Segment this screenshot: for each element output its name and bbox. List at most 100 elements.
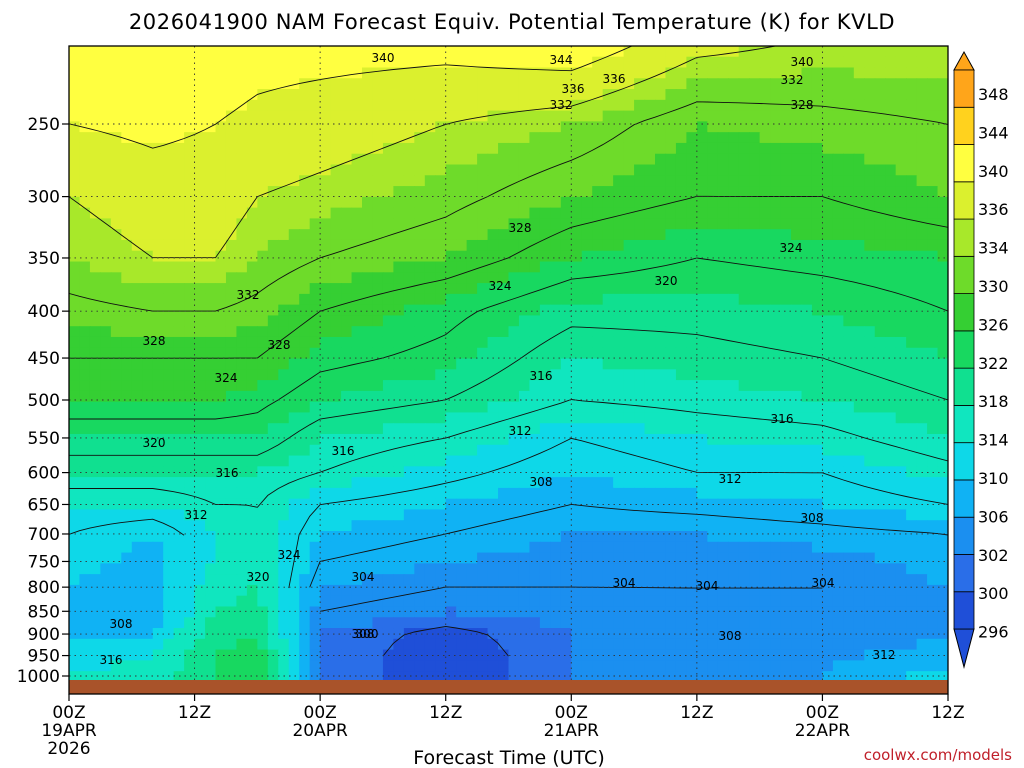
field-cell [267, 455, 279, 467]
field-cell [89, 196, 101, 209]
field-cell [623, 531, 635, 543]
field-cell [780, 132, 792, 144]
field-cell [696, 67, 708, 79]
field-cell [895, 56, 907, 69]
field-cell [445, 250, 457, 263]
field-cell [874, 347, 886, 360]
field-cell [414, 369, 426, 381]
field-cell [749, 46, 761, 47]
field-cell [110, 455, 122, 467]
field-cell [424, 218, 436, 230]
field-cell [205, 261, 217, 273]
field-cell [613, 649, 625, 661]
field-cell [309, 250, 321, 263]
field-cell [811, 487, 824, 500]
field-cell [560, 229, 572, 241]
field-cell [634, 229, 646, 241]
field-cell [853, 444, 865, 457]
field-cell [498, 347, 510, 360]
field-cell [696, 229, 708, 241]
field-cell [832, 606, 844, 618]
field-cell [832, 617, 844, 629]
field-cell [895, 347, 907, 360]
field-cell [362, 110, 374, 122]
field-cell [309, 293, 321, 306]
field-cell [320, 638, 332, 651]
field-cell [853, 326, 865, 338]
field-cell [560, 369, 572, 381]
field-cell [518, 584, 531, 597]
field-cell [110, 520, 122, 532]
field-cell [728, 196, 740, 209]
field-cell [560, 175, 572, 187]
field-cell [382, 487, 394, 500]
field-cell [791, 638, 803, 651]
field-cell [309, 660, 321, 672]
field-cell [843, 412, 855, 424]
field-cell [341, 595, 353, 608]
field-cell [675, 153, 687, 166]
field-cell [550, 46, 562, 58]
field-cell [110, 380, 122, 392]
field-cell [717, 304, 729, 317]
field-cell [864, 56, 876, 69]
field-cell [916, 164, 928, 176]
field-cell [644, 272, 656, 284]
field-cell [487, 455, 499, 467]
field-cell [885, 121, 897, 133]
field-cell [351, 531, 363, 543]
field-cell [759, 444, 771, 457]
field-cell [832, 552, 844, 564]
field-cell [131, 574, 143, 586]
field-cell [466, 628, 478, 640]
field-cell [518, 369, 531, 381]
field-cell [539, 606, 551, 618]
field-cell [707, 369, 719, 381]
field-cell [372, 466, 384, 478]
field-cell [874, 121, 886, 133]
field-cell [655, 380, 667, 392]
field-cell [791, 153, 803, 166]
field-cell [341, 498, 353, 511]
field-cell [288, 401, 300, 414]
field-cell [225, 520, 238, 532]
field-cell [759, 347, 771, 360]
field-cell [477, 99, 489, 112]
field-cell [832, 218, 844, 230]
field-cell [414, 326, 426, 338]
field-cell [885, 455, 897, 467]
field-cell [518, 574, 531, 586]
field-cell [435, 638, 447, 651]
field-cell [665, 509, 677, 521]
field-cell [864, 99, 876, 112]
field-cell [498, 272, 510, 284]
field-cell [801, 660, 813, 672]
field-cell [529, 218, 541, 230]
field-cell [874, 304, 886, 317]
field-cell [906, 56, 918, 69]
field-cell [121, 218, 133, 230]
field-cell [759, 142, 771, 155]
field-cell [215, 315, 227, 327]
field-cell [811, 283, 824, 295]
field-cell [655, 89, 667, 101]
field-cell [529, 89, 541, 101]
field-cell [864, 563, 876, 575]
field-cell [571, 455, 583, 467]
field-cell [246, 196, 258, 209]
field-cell [665, 142, 677, 155]
field-cell [717, 293, 729, 306]
field-cell [477, 218, 489, 230]
field-cell [257, 638, 269, 651]
field-cell [456, 46, 468, 58]
field-cell [100, 606, 112, 618]
field-cell [152, 412, 164, 424]
field-cell [686, 121, 698, 133]
field-cell [205, 358, 217, 370]
field-cell [927, 250, 939, 263]
field-cell [372, 315, 384, 327]
field-cell [435, 164, 447, 176]
field-cell [696, 218, 708, 230]
field-cell [885, 336, 897, 349]
field-cell [602, 552, 614, 564]
